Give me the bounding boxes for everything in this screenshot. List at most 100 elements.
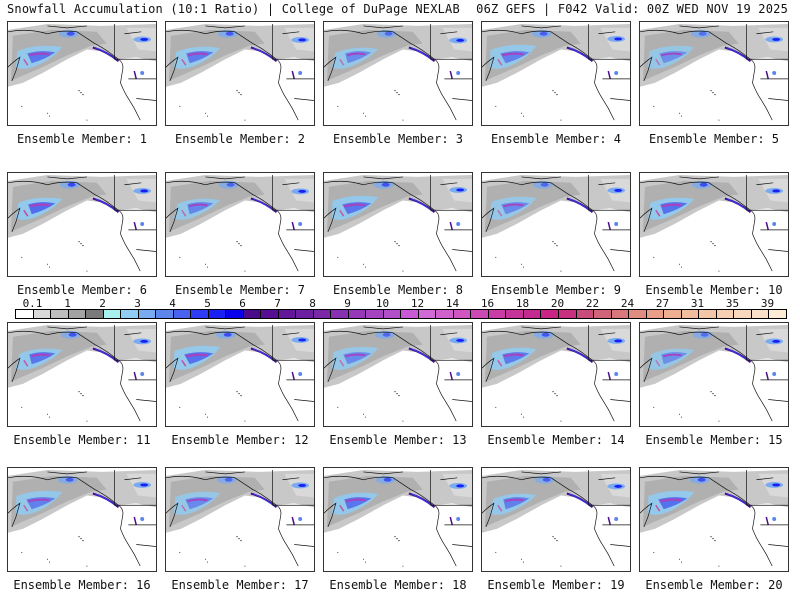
pacific-islands bbox=[21, 391, 88, 422]
colorbar-tick-label: 18 bbox=[515, 297, 530, 310]
colorbar-segment bbox=[156, 310, 174, 318]
snowfall-map bbox=[8, 174, 156, 272]
colorbar-segment bbox=[681, 310, 700, 318]
pacific-islands bbox=[495, 391, 562, 422]
colorbar-segment bbox=[296, 310, 314, 318]
ensemble-member-label: Ensemble Member: 3 bbox=[332, 132, 464, 146]
colorbar-segment bbox=[278, 310, 297, 318]
coastline-borders bbox=[640, 324, 788, 422]
coastline-borders bbox=[324, 324, 472, 422]
map-title: Snowfall Accumulation (10:1 Ratio) | Col… bbox=[7, 2, 460, 16]
ensemble-member-label: Ensemble Member: 17 bbox=[171, 578, 309, 592]
colorbar-segment bbox=[716, 310, 735, 318]
gray-snow-shading bbox=[324, 469, 472, 533]
ensemble-member-map bbox=[323, 467, 473, 572]
ensemble-member-map bbox=[481, 21, 631, 126]
coastline-borders bbox=[324, 23, 472, 121]
ensemble-member-label: Ensemble Member: 15 bbox=[645, 433, 783, 447]
ensemble-member-label: Ensemble Member: 12 bbox=[171, 433, 309, 447]
gray-snow-shading bbox=[166, 174, 314, 238]
snowfall-map bbox=[482, 469, 630, 567]
colorbar-tick-label: 35 bbox=[725, 297, 740, 310]
ensemble-member-label: Ensemble Member: 18 bbox=[329, 578, 467, 592]
pacific-islands bbox=[653, 90, 720, 121]
snowfall-map bbox=[640, 324, 788, 422]
snowfall-map bbox=[482, 174, 630, 272]
ensemble-member-label: Ensemble Member: 16 bbox=[13, 578, 151, 592]
gray-snow-shading bbox=[482, 469, 630, 533]
ensemble-member-map bbox=[639, 322, 789, 427]
blue-snow-shading bbox=[489, 180, 626, 231]
colorbar-tick-label: 1 bbox=[64, 297, 71, 310]
ensemble-member-label: Ensemble Member: 8 bbox=[332, 283, 464, 297]
ensemble-member-label: Ensemble Member: 2 bbox=[174, 132, 306, 146]
coastline-borders bbox=[640, 469, 788, 567]
colorbar-segment bbox=[33, 310, 52, 318]
pacific-islands bbox=[653, 536, 720, 567]
pacific-islands bbox=[337, 241, 404, 272]
colorbar-tick-label: 4 bbox=[169, 297, 176, 310]
ensemble-member-map bbox=[323, 322, 473, 427]
pacific-islands bbox=[337, 536, 404, 567]
pacific-islands bbox=[653, 241, 720, 272]
colorbar-segment bbox=[51, 310, 69, 318]
ensemble-member-map bbox=[323, 21, 473, 126]
colorbar-segment bbox=[629, 310, 647, 318]
blue-snow-shading bbox=[173, 330, 310, 381]
colorbar-tick-label: 0.1 bbox=[22, 297, 43, 310]
ensemble-member-label: Ensemble Member: 4 bbox=[490, 132, 622, 146]
coastline-borders bbox=[166, 469, 314, 567]
coastline-borders bbox=[482, 469, 630, 567]
blue-snow-shading bbox=[647, 29, 784, 80]
ensemble-member-label: Ensemble Member: 7 bbox=[174, 283, 306, 297]
colorbar-segment bbox=[488, 310, 507, 318]
snowfall-map bbox=[324, 469, 472, 567]
colorbar-tick-label: 6 bbox=[239, 297, 246, 310]
gray-snow-shading bbox=[8, 469, 156, 533]
colorbar-segment bbox=[664, 310, 682, 318]
ensemble-member-map bbox=[639, 467, 789, 572]
snowfall-colorbar bbox=[15, 309, 787, 319]
blue-snow-shading bbox=[15, 330, 152, 381]
gray-snow-shading bbox=[324, 324, 472, 388]
pacific-islands bbox=[495, 241, 562, 272]
ensemble-member-label: Ensemble Member: 9 bbox=[490, 283, 622, 297]
run-valid-time: 06Z GEFS | F042 Valid: 00Z WED NOV 19 20… bbox=[476, 2, 788, 16]
colorbar-tick-label: 2 bbox=[99, 297, 106, 310]
colorbar-segment bbox=[121, 310, 139, 318]
snowfall-map bbox=[640, 174, 788, 272]
ensemble-member-label: Ensemble Member: 19 bbox=[487, 578, 625, 592]
pacific-islands bbox=[21, 90, 88, 121]
pacific-islands bbox=[495, 536, 562, 567]
pacific-islands bbox=[337, 90, 404, 121]
ensemble-member-map bbox=[165, 467, 315, 572]
blue-snow-shading bbox=[489, 29, 626, 80]
snowfall-map bbox=[482, 324, 630, 422]
ensemble-member-map bbox=[639, 21, 789, 126]
gray-snow-shading bbox=[640, 324, 788, 388]
blue-snow-shading bbox=[331, 330, 468, 381]
colorbar-segment bbox=[383, 310, 402, 318]
pacific-islands bbox=[179, 536, 246, 567]
colorbar-segment bbox=[243, 310, 262, 318]
ensemble-member-map bbox=[481, 322, 631, 427]
colorbar-segment bbox=[16, 310, 34, 318]
coastline-borders bbox=[8, 23, 156, 121]
coastline-borders bbox=[8, 174, 156, 272]
coastline-borders bbox=[8, 469, 156, 567]
colorbar-segment bbox=[646, 310, 665, 318]
colorbar-segment bbox=[611, 310, 630, 318]
pacific-islands bbox=[21, 536, 88, 567]
colorbar-tick-label: 10 bbox=[375, 297, 390, 310]
blue-snow-shading bbox=[173, 29, 310, 80]
coastline-borders bbox=[166, 174, 314, 272]
colorbar-segment bbox=[471, 310, 489, 318]
snowfall-map bbox=[640, 469, 788, 567]
ensemble-member-map bbox=[7, 467, 157, 572]
snowfall-map bbox=[324, 324, 472, 422]
snowfall-map bbox=[482, 23, 630, 121]
gray-snow-shading bbox=[324, 23, 472, 87]
pacific-islands bbox=[21, 241, 88, 272]
colorbar-segment bbox=[86, 310, 104, 318]
ensemble-member-label: Ensemble Member: 13 bbox=[329, 433, 467, 447]
